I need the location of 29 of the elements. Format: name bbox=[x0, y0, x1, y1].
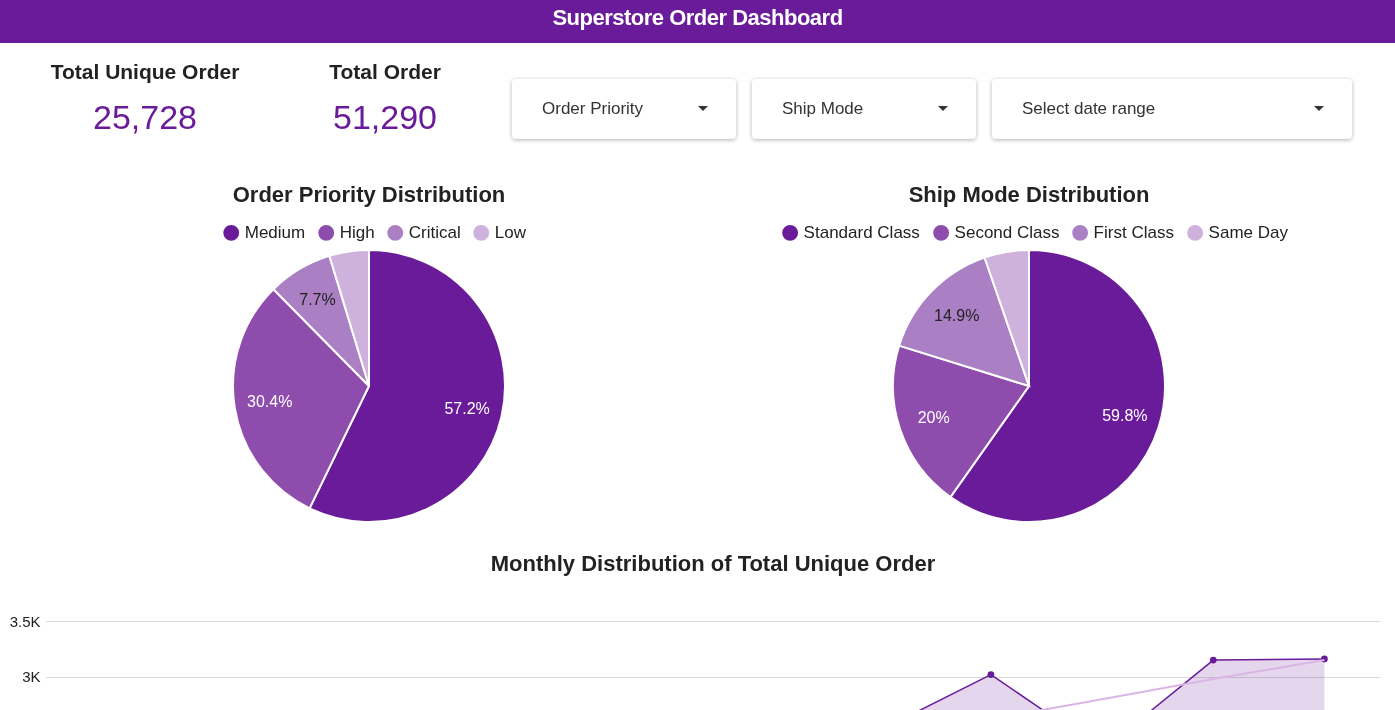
point bbox=[987, 671, 995, 678]
dropdown-field: Order Priority bbox=[512, 79, 736, 139]
point bbox=[1209, 656, 1217, 664]
text: Superstore Order Dashboard bbox=[0, 0, 1395, 43]
y-tick-label: 3K bbox=[22, 668, 41, 686]
data-label: 59.8% bbox=[1102, 407, 1148, 425]
dropdown-field: Select date range bbox=[992, 79, 1352, 139]
legend-label: Same Day bbox=[1208, 222, 1289, 242]
chart-title: Ship Mode Distribution bbox=[908, 182, 1150, 207]
legend-label: Medium bbox=[244, 222, 306, 242]
data-label: 57.2% bbox=[444, 399, 490, 417]
legend-label: Critical bbox=[408, 222, 461, 242]
category-label: Total Order bbox=[328, 60, 442, 84]
legend-label: High bbox=[339, 222, 375, 242]
category-label: Total Unique Order bbox=[49, 60, 241, 84]
data-label: 14.9% bbox=[934, 306, 980, 324]
chart-title: Monthly Distribution of Total Unique Order bbox=[490, 551, 936, 576]
legend-label: Low bbox=[494, 222, 527, 242]
data-label: 30.4% bbox=[247, 393, 293, 411]
text: 51,290 bbox=[333, 98, 437, 136]
legend-label: First Class bbox=[1093, 222, 1174, 242]
legend-label: Second Class bbox=[954, 222, 1060, 242]
data-label: 7.7% bbox=[299, 290, 336, 308]
text: 25,728 bbox=[93, 98, 197, 136]
y-tick-label: 3.5K bbox=[9, 612, 41, 630]
dropdown-field: Ship Mode bbox=[752, 79, 976, 139]
chart-title: Order Priority Distribution bbox=[232, 182, 506, 207]
legend-label: Standard Class bbox=[803, 222, 920, 242]
data-label: 20% bbox=[917, 409, 950, 427]
